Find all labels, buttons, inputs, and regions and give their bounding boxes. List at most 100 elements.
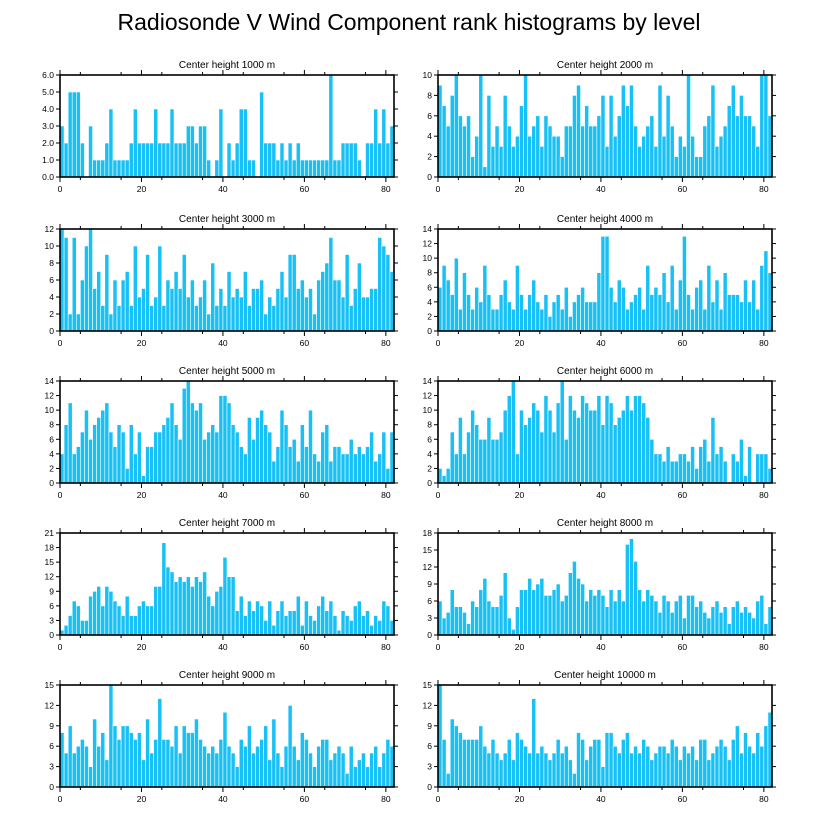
histogram-bar — [511, 308, 516, 332]
histogram-bar — [453, 453, 459, 484]
histogram-bar — [369, 431, 374, 484]
panel-title: Center height 10000 m — [554, 670, 656, 681]
histogram-bar — [165, 566, 171, 636]
histogram-bar — [210, 262, 216, 332]
histogram-bar — [482, 578, 488, 636]
histogram-bar — [682, 146, 687, 178]
histogram-bar — [324, 159, 330, 178]
histogram-bar — [108, 431, 114, 484]
histogram-bar — [686, 74, 691, 178]
histogram-bar — [381, 245, 387, 332]
plot-frame — [437, 684, 773, 788]
histogram-bar — [251, 288, 256, 332]
histogram-bar — [706, 115, 712, 178]
y-tick-label: 12 — [423, 562, 433, 572]
histogram-bar — [506, 617, 512, 636]
histogram-bar — [308, 752, 313, 788]
histogram-bar — [551, 135, 557, 178]
histogram-bar — [336, 159, 342, 178]
histogram-bar — [490, 606, 496, 636]
histogram-bar — [625, 544, 630, 636]
histogram-bar — [482, 745, 488, 788]
histogram-bar — [535, 583, 541, 636]
histogram-bar — [287, 254, 293, 332]
histogram-bar — [620, 84, 626, 178]
histogram-bar — [629, 84, 634, 178]
histogram-bar — [449, 718, 455, 788]
histogram-bar — [730, 84, 736, 178]
y-tick-label: 10 — [423, 70, 433, 80]
histogram-bar — [198, 402, 203, 484]
histogram-bar — [441, 475, 447, 484]
histogram-bar — [669, 739, 675, 788]
histogram-bar — [92, 424, 97, 484]
histogram-bar — [133, 453, 138, 484]
histogram-bar — [735, 725, 740, 788]
histogram-bar — [226, 745, 232, 788]
histogram-bar — [308, 615, 313, 636]
y-tick-label: 0 — [427, 630, 432, 640]
histogram-bar — [604, 146, 610, 178]
histogram-bar — [291, 610, 297, 636]
x-tick-label: 60 — [300, 338, 310, 348]
histogram-bar — [316, 279, 321, 332]
histogram-bar — [506, 125, 512, 178]
x-tick-label: 20 — [515, 338, 525, 348]
y-tick-label: 0 — [49, 630, 54, 640]
histogram-bar — [466, 623, 471, 636]
histogram-bar — [226, 142, 232, 178]
histogram-bar — [275, 288, 281, 332]
histogram-bar — [145, 254, 150, 332]
histogram-bar — [63, 624, 69, 636]
histogram-bar — [153, 739, 159, 788]
y-tick-label: 12 — [45, 391, 55, 401]
histogram-bar — [535, 409, 541, 484]
histogram-bar — [361, 453, 366, 484]
histogram-bar — [124, 468, 130, 484]
histogram-bar — [722, 745, 728, 788]
histogram-bar — [751, 279, 757, 332]
histogram-bar — [377, 453, 383, 484]
histogram-bar — [267, 142, 273, 178]
histogram-bar — [637, 395, 642, 484]
histogram-bar — [661, 272, 667, 332]
histogram-bar — [608, 286, 614, 332]
histogram-bar — [336, 745, 342, 788]
histogram-panel-6: Center height 6000 m 0 2 4 6 8 10 12 14 0 20 40 60 80 — [423, 366, 776, 500]
histogram-bar — [649, 115, 655, 178]
histogram-bar — [128, 424, 134, 484]
histogram-bar — [222, 711, 228, 788]
histogram-bar — [743, 279, 748, 332]
panel-title: Center height 8000 m — [557, 518, 653, 529]
histogram-bar — [641, 739, 647, 788]
histogram-bar — [645, 745, 651, 788]
histogram-bar — [324, 610, 330, 636]
histogram-bar — [291, 745, 297, 788]
y-tick-label: 12 — [423, 239, 433, 249]
histogram-panel-5: Center height 5000 m 0 2 4 6 8 10 12 14 0 20 40 60 80 — [45, 366, 398, 500]
histogram-bar — [133, 108, 138, 178]
histogram-bar — [682, 745, 687, 788]
histogram-bar — [304, 446, 309, 484]
histogram-bar — [486, 95, 492, 178]
histogram-bar — [588, 745, 594, 788]
histogram-bar — [559, 308, 565, 332]
histogram-bar — [584, 301, 590, 332]
histogram-bar — [181, 142, 187, 178]
histogram-bar — [259, 409, 264, 484]
histogram-bar — [137, 605, 142, 636]
histogram-bar — [120, 431, 126, 484]
histogram-bar — [592, 125, 598, 178]
histogram-bar — [369, 752, 374, 788]
histogram-bar — [449, 589, 455, 636]
histogram-bar — [763, 453, 769, 484]
histogram-bar — [124, 271, 130, 332]
histogram-bar — [625, 105, 630, 178]
histogram-bar — [657, 294, 663, 332]
histogram-bar — [169, 402, 175, 484]
histogram-bar — [88, 766, 93, 788]
histogram-bar — [478, 74, 484, 178]
panel-title: Center height 1000 m — [179, 60, 275, 71]
histogram-bar — [608, 95, 614, 178]
histogram-bar — [572, 561, 577, 636]
